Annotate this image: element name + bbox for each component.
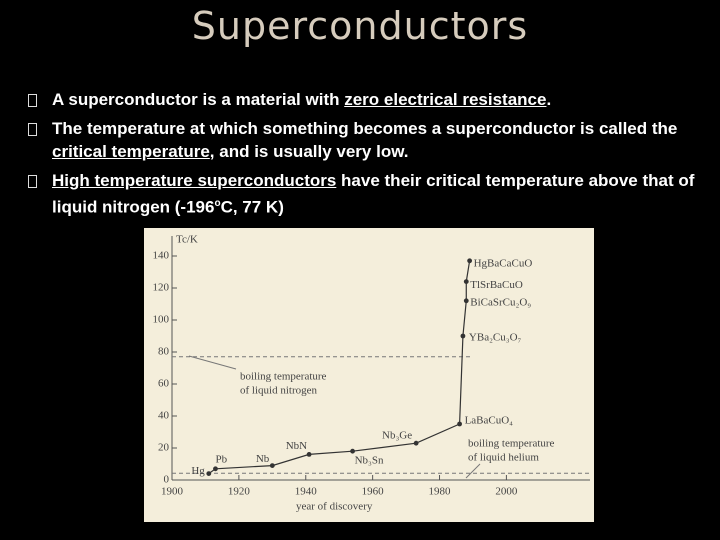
x-tick-label: 1900	[161, 486, 184, 498]
data-point	[306, 452, 312, 457]
x-axis-title: year of discovery	[296, 501, 373, 513]
bullet-list: A superconductor is a material with zero…	[26, 88, 696, 225]
data-point	[460, 333, 466, 339]
y-tick-label: 80	[158, 346, 170, 358]
data-point	[206, 471, 212, 476]
leader	[465, 463, 481, 479]
point-label: YBa₂Cu₃O₇	[469, 332, 522, 344]
reference-label: of liquid nitrogen	[240, 385, 317, 397]
data-point	[413, 440, 419, 446]
reference-label: boiling temperature	[240, 371, 327, 383]
bullet-marker	[28, 123, 37, 136]
point-label: Nb	[256, 453, 270, 465]
slide-title: Superconductors	[191, 4, 529, 48]
data-point	[457, 421, 462, 427]
point-label: TlSrBaCuO	[470, 279, 523, 291]
bullet-text: zero electrical resistance	[344, 90, 547, 109]
bullet-text: critical temperature	[52, 142, 210, 161]
point-label: BiCaSrCu₂O₉	[470, 296, 531, 308]
x-tick-label: 1920	[228, 486, 251, 498]
bullet-text: have their critical temperature above th…	[52, 171, 695, 217]
bullet-text: .	[546, 90, 552, 109]
data-point	[463, 298, 469, 304]
bullet-text: , and is usually very low.	[209, 142, 409, 161]
leader	[188, 355, 237, 370]
point-label: Nb₃Sn	[355, 455, 384, 467]
x-tick-label: 1940	[295, 486, 318, 498]
x-tick-label: 1980	[429, 486, 452, 498]
data-point	[463, 279, 469, 284]
bullet-marker	[28, 94, 37, 107]
point-label: HgBaCaCuO	[474, 257, 533, 269]
y-tick-label: 140	[153, 250, 170, 262]
y-tick-label: 40	[158, 410, 170, 422]
bullet-text: High temperature superconductors	[52, 171, 337, 190]
bullet-marker	[28, 175, 37, 188]
point-label: Nb₃Ge	[382, 430, 412, 442]
y-tick-label: 0	[164, 474, 170, 486]
bullet-text: A superconductor is a material with	[52, 90, 345, 109]
bullet-text: C, 77 K)	[220, 197, 284, 217]
data-point	[213, 466, 218, 472]
data-point	[467, 258, 473, 264]
y-tick-label: 20	[158, 442, 170, 454]
y-tick-label: 100	[153, 314, 170, 326]
y-tick-label: 120	[153, 282, 170, 294]
reference-label: of liquid helium	[468, 452, 539, 464]
bullet-text: o	[214, 198, 221, 209]
data-point	[350, 448, 355, 454]
point-label: Hg	[191, 465, 205, 477]
bullet-text: The temperature at which something becom…	[52, 119, 678, 138]
point-label: Pb	[215, 453, 227, 465]
y-tick-label: 60	[158, 378, 170, 390]
x-tick-label: 2000	[495, 486, 518, 498]
chart: 0 20 40 60 80 100 120 140 1900 1920 1940 1960 1980 20…	[144, 228, 594, 522]
y-axis-title: Tc/K	[176, 234, 198, 246]
reference-label: boiling temperature	[468, 438, 555, 450]
chart-background	[144, 228, 594, 522]
data-point	[269, 463, 275, 468]
bullet: A superconductor is a material with zero…	[26, 88, 696, 111]
bullet: High temperature superconductors have th…	[26, 169, 696, 219]
point-label: NbN	[286, 440, 307, 452]
bullet: The temperature at which something becom…	[26, 117, 696, 163]
x-tick-label: 1960	[362, 486, 385, 498]
point-label: LaBaCuO₄	[465, 415, 514, 427]
